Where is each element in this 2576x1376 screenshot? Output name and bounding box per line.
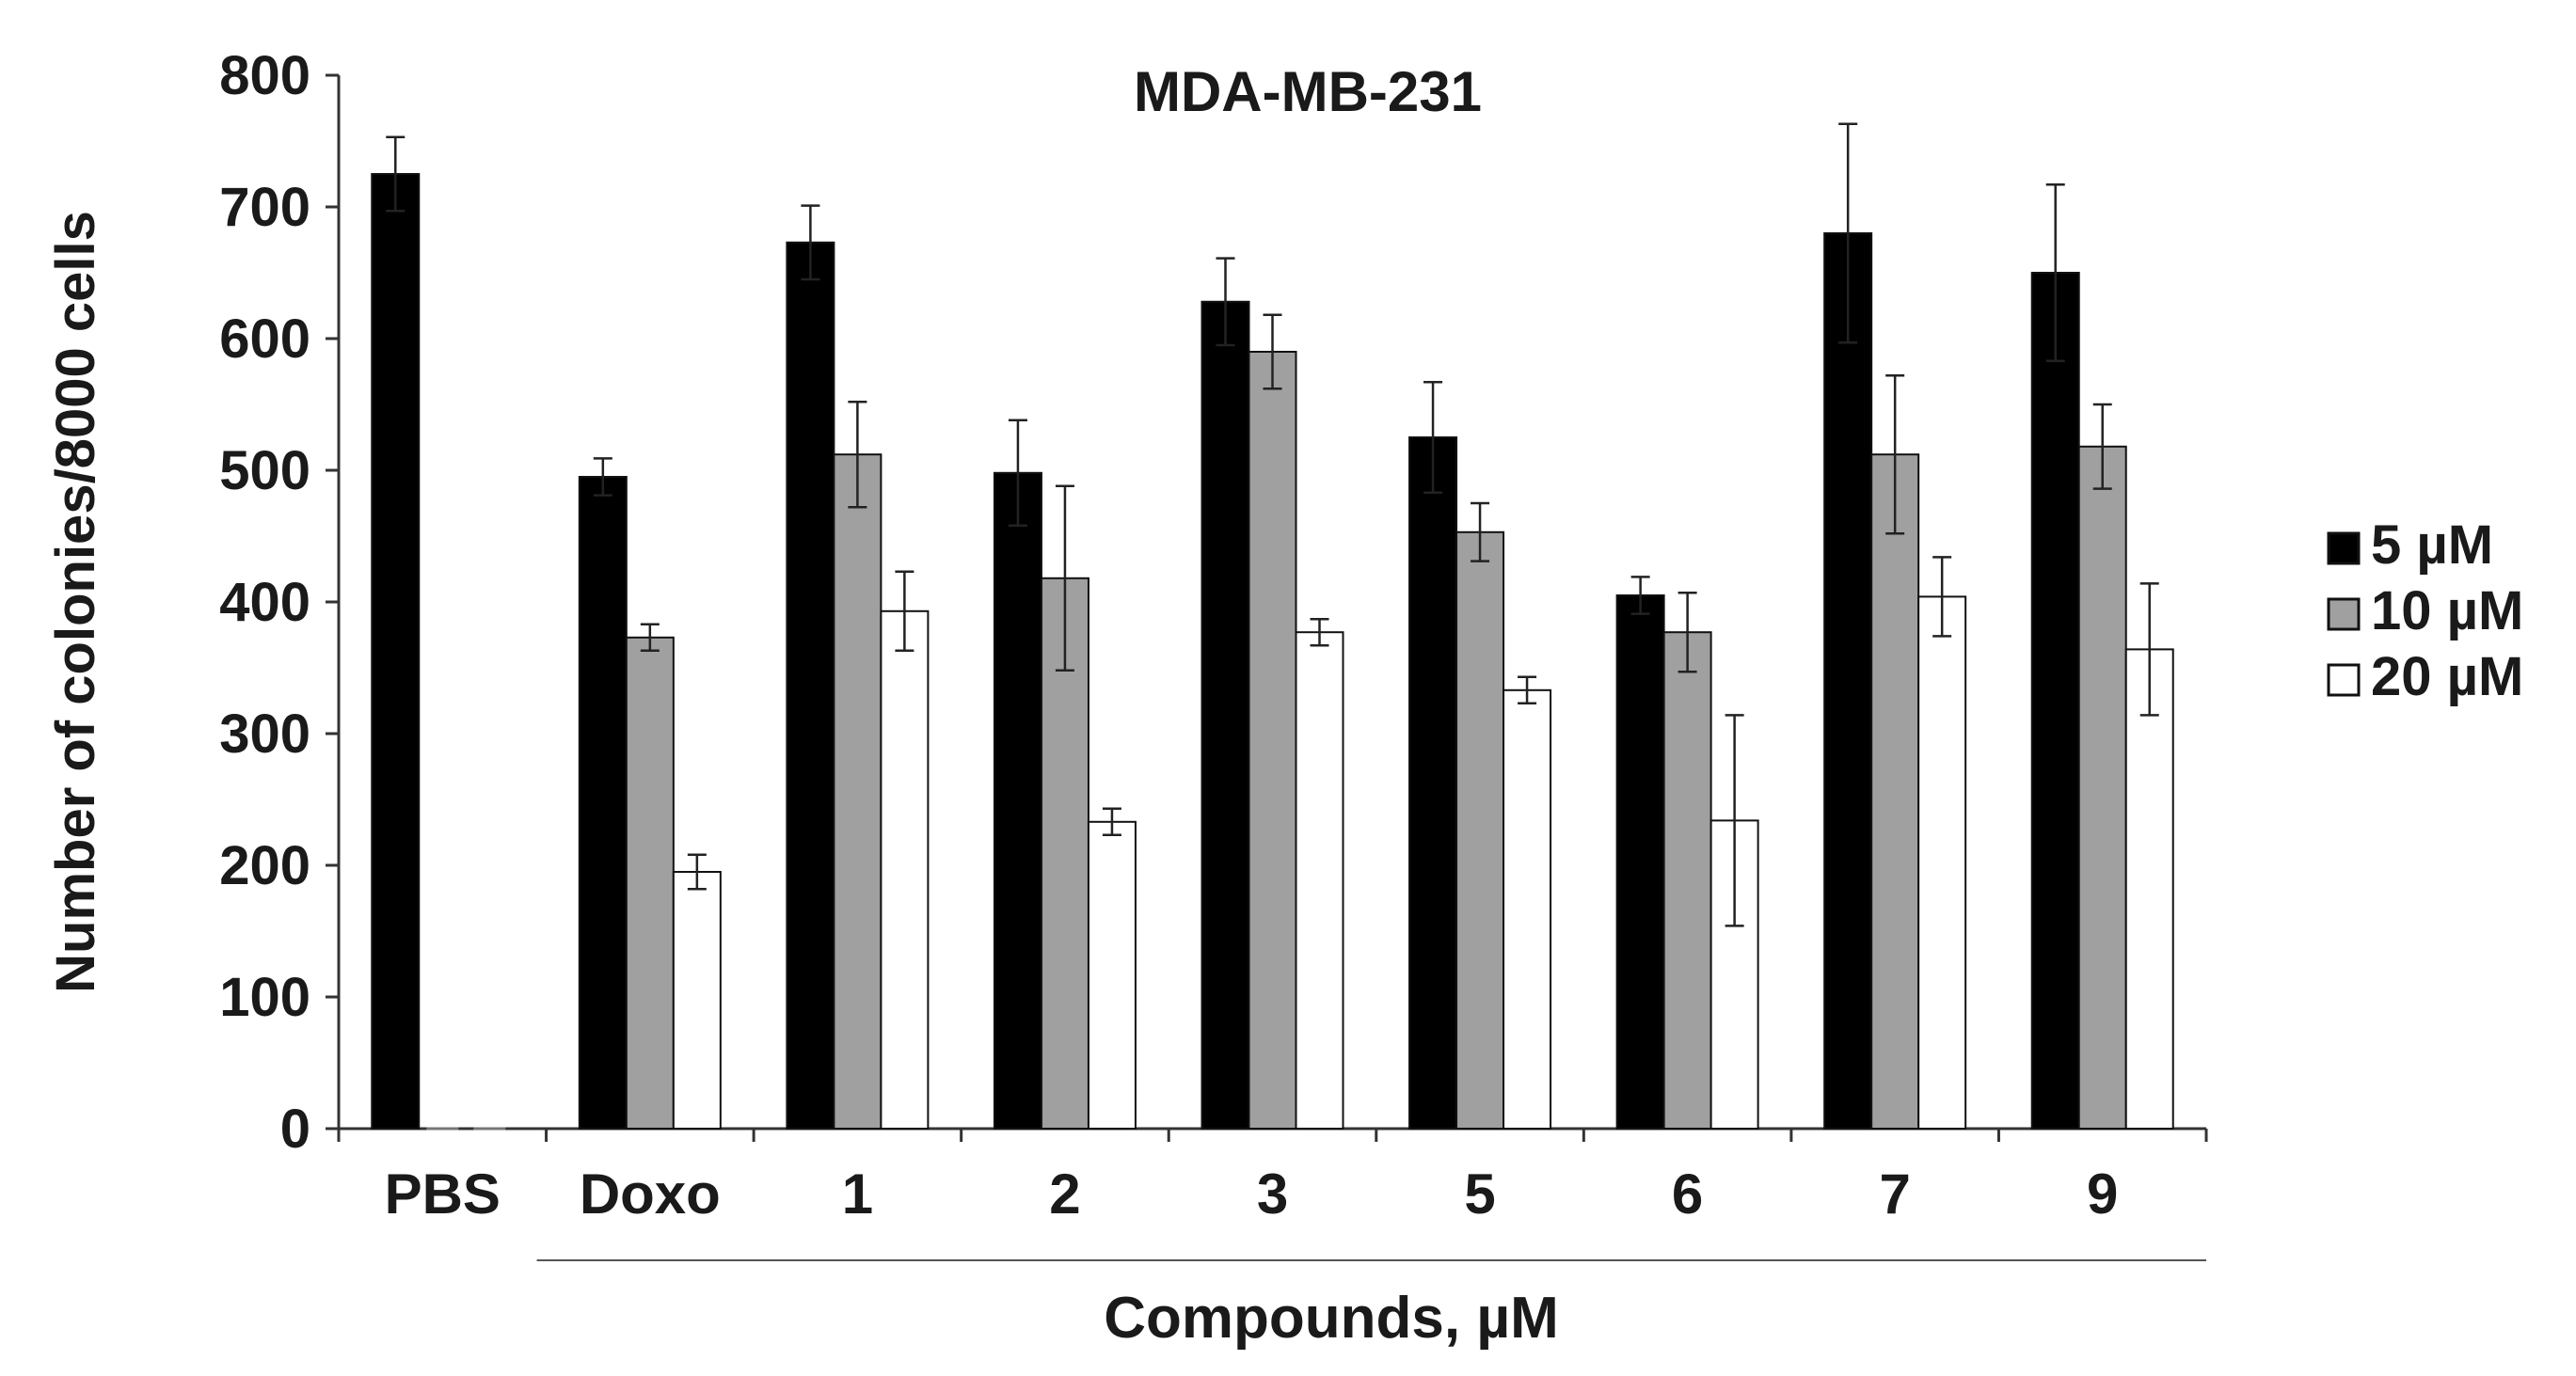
bars xyxy=(371,122,2174,1131)
bar xyxy=(2124,648,2174,1131)
bar xyxy=(1087,820,1137,1130)
bar xyxy=(625,636,675,1130)
bar xyxy=(1201,300,1250,1130)
bar xyxy=(1295,631,1344,1130)
bar xyxy=(1503,688,1552,1130)
y-tick-label: 800 xyxy=(219,45,310,106)
chart-title: MDA-MB-231 xyxy=(1134,60,1482,123)
x-tick-label: 6 xyxy=(1672,1162,1703,1226)
x-tick-label: 3 xyxy=(1257,1162,1288,1226)
x-tick-label: PBS xyxy=(385,1162,501,1226)
y-tick-label: 700 xyxy=(219,177,310,238)
bar xyxy=(1823,232,1873,1130)
legend-swatch xyxy=(2327,597,2361,631)
bar xyxy=(1248,351,1297,1130)
bar xyxy=(880,609,930,1130)
bar xyxy=(371,173,421,1130)
legend-swatch xyxy=(2327,663,2361,697)
legend-label: 10 µM xyxy=(2371,580,2523,641)
legend-label: 5 µM xyxy=(2371,514,2493,576)
x-tick-label: 5 xyxy=(1464,1162,1495,1226)
bar xyxy=(1870,453,1920,1130)
y-tick-label: 0 xyxy=(280,1099,310,1160)
y-axis-label: Number of colonies/8000 cells xyxy=(45,211,106,993)
x-tick-label: 1 xyxy=(842,1162,873,1226)
bar xyxy=(2077,445,2127,1130)
y-tick-label: 400 xyxy=(219,572,310,633)
x-tick-label: 9 xyxy=(2087,1162,2118,1226)
bar xyxy=(578,476,628,1130)
x-tick-label: Doxo xyxy=(580,1162,721,1226)
legend-swatch xyxy=(2327,531,2361,565)
y-tick-label: 300 xyxy=(219,704,310,765)
x-axis-label: Compounds, µM xyxy=(1104,1286,1558,1351)
bar xyxy=(993,471,1042,1130)
y-tick-label: 100 xyxy=(219,967,310,1028)
bar xyxy=(1408,436,1458,1130)
x-tick-label: 2 xyxy=(1049,1162,1080,1226)
bar xyxy=(1662,631,1712,1130)
bar xyxy=(833,453,883,1130)
legend-label: 20 µM xyxy=(2371,646,2523,707)
bar xyxy=(2030,272,2080,1130)
y-tick-label: 500 xyxy=(219,440,310,501)
bar xyxy=(1455,530,1505,1130)
x-tick-label: 7 xyxy=(1879,1162,1910,1226)
y-tick-label: 200 xyxy=(219,835,310,896)
y-tick-label: 600 xyxy=(219,308,310,370)
axes: 0 100 200 300 400 500 600 700 800 PBS Doxo 1 2 3 5 6 7 9 xyxy=(219,45,2208,1261)
bar xyxy=(1917,595,1967,1130)
bar xyxy=(672,871,722,1130)
bar xyxy=(786,241,835,1130)
bar xyxy=(1615,594,1665,1130)
